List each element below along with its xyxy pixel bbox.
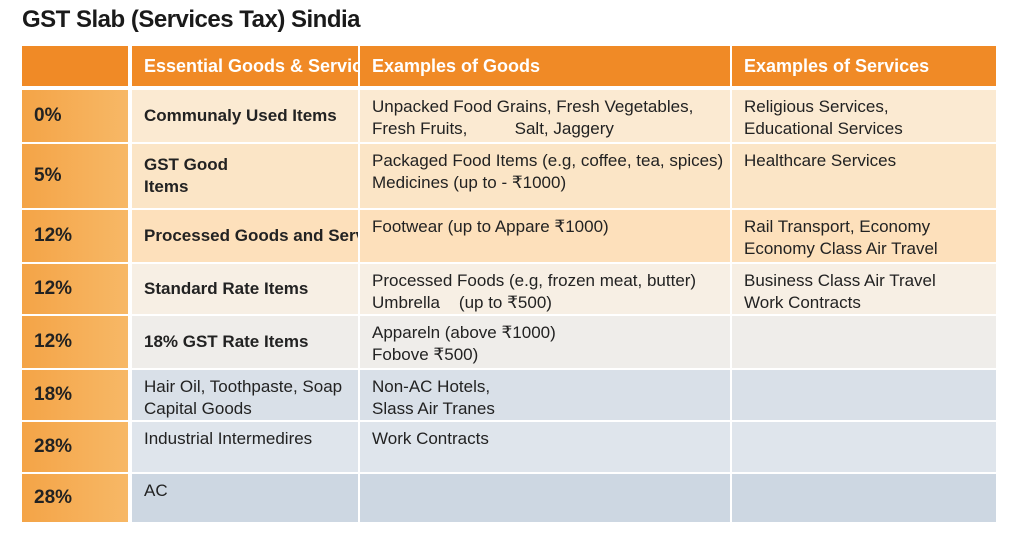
table-cell: Hair Oil, Toothpaste, Soap Capital Goods	[132, 370, 358, 420]
cell-line: Slass Air Tranes	[372, 399, 495, 418]
table-cell: Unpacked Food Grains, Fresh Vegetables, F…	[360, 90, 730, 142]
cell-line: Processed Goods and Services	[144, 226, 358, 245]
table-cell: AC	[132, 474, 358, 522]
table-cell	[732, 422, 996, 472]
cell-line: Industrial Intermedires	[144, 429, 313, 448]
cell-line: Standard Rate Items	[144, 279, 309, 298]
rate-cell: 18%	[22, 370, 128, 420]
cell-line: 18% GST Rate Items	[144, 332, 309, 351]
column-header: Examples of Goods	[360, 46, 730, 86]
cell-line: AC	[144, 481, 168, 500]
table-cell	[732, 316, 996, 368]
table-cell: Work Contracts	[360, 422, 730, 472]
table-cell: Non-AC Hotels, Slass Air Tranes	[360, 370, 730, 420]
cell-line: Capital Goods	[144, 399, 252, 418]
cell-line: Processed Foods (e.g, frozen meat, butte…	[372, 271, 697, 290]
cell-line: Non-AC Hotels,	[372, 377, 491, 396]
table-cell: GST Good Items	[132, 144, 358, 208]
page-title: GST Slab (Services Tax) Sindia	[22, 6, 361, 33]
cell-line: Work Contracts	[372, 429, 489, 448]
table-cell: Appareln (above ₹1000) Fobove ₹500)	[360, 316, 730, 368]
cell-line: Business Class Air Travel	[744, 271, 936, 290]
cell-line: Religious Services,	[744, 97, 889, 116]
gst-table: Essential Goods & ServicesExamples of Go…	[22, 46, 996, 522]
table-cell: Rail Transport, Economy Economy Class Air…	[732, 210, 996, 262]
table-cell	[732, 370, 996, 420]
rate-cell: 12%	[22, 210, 128, 262]
table-cell: Industrial Intermedires	[132, 422, 358, 472]
cell-line: Packaged Food Items (e.g, coffee, tea, s…	[372, 151, 724, 170]
rate-cell: 12%	[22, 316, 128, 368]
rate-cell: 12%	[22, 264, 128, 314]
table-cell: Religious Services, Educational Services	[732, 90, 996, 142]
cell-line: Educational Services	[744, 119, 903, 138]
table-cell: Footwear (up to Appare ₹1000)	[360, 210, 730, 262]
cell-line: Unpacked Food Grains, Fresh Vegetables,	[372, 97, 694, 116]
rate-cell: 5%	[22, 144, 128, 208]
cell-line: Economy Class Air Travel	[744, 239, 938, 258]
cell-line: Communaly Used Items	[144, 106, 337, 125]
cell-line: Footwear (up to Appare ₹1000)	[372, 217, 609, 236]
column-header	[22, 46, 128, 86]
cell-line: Fobove ₹500)	[372, 345, 479, 364]
cell-line: Umbrella (up to ₹500)	[372, 293, 552, 312]
cell-line: Healthcare Services	[744, 151, 897, 170]
cell-line: Fresh Fruits, Salt, Jaggery	[372, 119, 614, 138]
cell-line: Medicines (up to - ₹1000)	[372, 173, 567, 192]
table-cell: Communaly Used Items	[132, 90, 358, 142]
table-cell: Standard Rate Items	[132, 264, 358, 314]
cell-line: Rail Transport, Economy	[744, 217, 931, 236]
table-cell: Processed Goods and Services	[132, 210, 358, 262]
cell-line: Hair Oil, Toothpaste, Soap	[144, 377, 343, 396]
rate-cell: 0%	[22, 90, 128, 142]
table-cell	[732, 474, 996, 522]
cell-line: Items	[144, 177, 189, 196]
column-header: Examples of Services	[732, 46, 996, 86]
cell-line: Appareln (above ₹1000)	[372, 323, 556, 342]
table-cell	[360, 474, 730, 522]
column-header: Essential Goods & Services	[132, 46, 358, 86]
cell-line: Work Contracts	[744, 293, 861, 312]
table-cell: 18% GST Rate Items	[132, 316, 358, 368]
rate-cell: 28%	[22, 474, 128, 522]
table-cell: Business Class Air Travel Work Contracts	[732, 264, 996, 314]
table-cell: Healthcare Services	[732, 144, 996, 208]
table-cell: Packaged Food Items (e.g, coffee, tea, s…	[360, 144, 730, 208]
cell-line: GST Good	[144, 155, 229, 174]
table-cell: Processed Foods (e.g, frozen meat, butte…	[360, 264, 730, 314]
rate-cell: 28%	[22, 422, 128, 472]
